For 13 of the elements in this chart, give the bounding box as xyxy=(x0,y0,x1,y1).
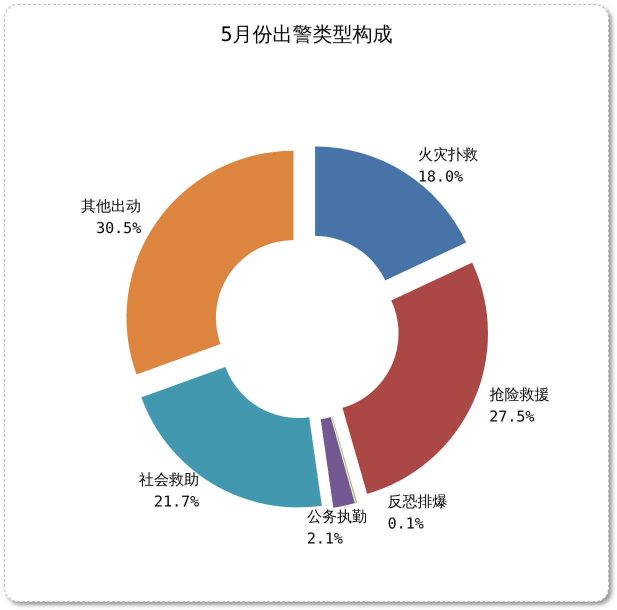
data-label: 27.5% xyxy=(489,408,534,426)
slice-label: 公务执勤 xyxy=(306,508,367,526)
data-label: 30.5% xyxy=(96,219,142,238)
data-label: 2.1% xyxy=(306,530,343,548)
data-label: 18.0% xyxy=(418,168,464,186)
chart-title: 5月份出警类型构成 xyxy=(220,22,393,46)
slice-label: 社会救助 xyxy=(139,470,200,488)
data-label: 21.7% xyxy=(154,492,200,510)
slice-label: 火灾扑救 xyxy=(418,146,478,164)
data-label: 0.1% xyxy=(388,514,424,532)
slice-label: 其他出动 xyxy=(81,197,142,216)
slice-label: 抢险救援 xyxy=(489,386,550,404)
slice-label: 反恐排爆 xyxy=(388,492,448,510)
